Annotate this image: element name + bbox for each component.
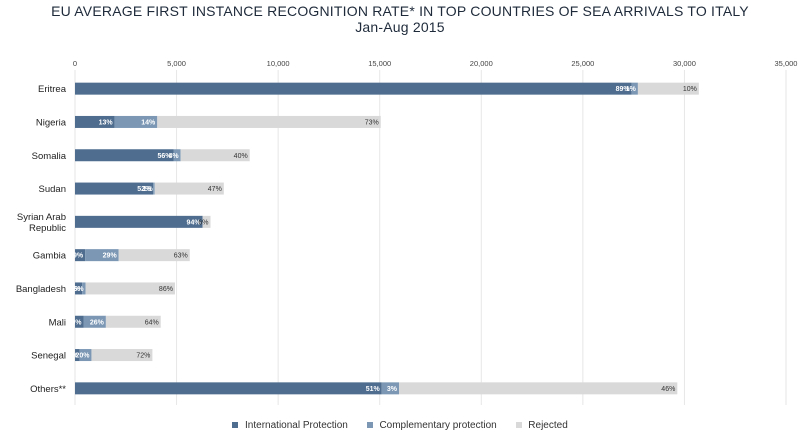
bar-segment: [118, 249, 190, 262]
bar-segment: [180, 149, 250, 162]
data-label: 52%: [137, 186, 152, 193]
bar-segment: [153, 182, 155, 195]
category-label: Sudan: [39, 184, 66, 195]
data-label: 1%: [626, 86, 637, 93]
x-tick-label: 25,000: [571, 59, 594, 68]
x-tick-label: 0: [73, 59, 77, 68]
bar-segment: [75, 182, 154, 195]
data-label: 86%: [159, 286, 173, 293]
category-label: Eritrea: [38, 84, 67, 95]
data-label: 94%: [187, 219, 202, 226]
data-label: 4%: [169, 153, 180, 160]
category-label: Syrian Arab Republic: [17, 212, 66, 234]
bar-segment: [85, 282, 175, 295]
x-tick-label: 30,000: [673, 59, 696, 68]
data-label: 6%: [198, 219, 208, 226]
category-label: Nigeria: [36, 117, 67, 128]
bar-segment: [75, 215, 203, 228]
bar-segment: [75, 249, 86, 262]
data-label: 1%: [143, 186, 154, 193]
bar-segment: [105, 315, 161, 328]
bar-segment: [75, 382, 382, 395]
legend-item-complementary: Complementary protection: [366, 420, 497, 431]
data-label: 73%: [365, 119, 379, 126]
bar-segment: [75, 149, 174, 162]
x-tick-label: 20,000: [470, 59, 493, 68]
bar-segment: [75, 282, 83, 295]
x-tick-label: 10,000: [267, 59, 290, 68]
legend-label-rejected: Rejected: [528, 420, 568, 431]
data-label: 26%: [90, 319, 105, 326]
legend-item-international: International Protection: [232, 420, 348, 431]
legend-label-complementary: Complementary protection: [379, 420, 497, 431]
data-label: 5%: [73, 286, 84, 293]
data-label: 51%: [366, 386, 381, 393]
bar-segment: [631, 82, 638, 95]
data-label: 3%: [387, 386, 398, 393]
data-label: 10%: [68, 319, 83, 326]
category-label: Somalia: [32, 151, 67, 162]
legend: International Protection Complementary p…: [0, 420, 800, 431]
data-label: 20%: [75, 353, 90, 360]
bar-segment: [79, 349, 92, 362]
bar-segment: [157, 115, 381, 128]
bar-segment: [91, 349, 153, 362]
data-label: 9%: [73, 253, 84, 260]
data-label: 56%: [158, 153, 173, 160]
data-label: 13%: [99, 119, 114, 126]
chart-subtitle: Jan-Aug 2015: [355, 19, 445, 35]
bar-segment: [75, 349, 80, 362]
data-label: 40%: [234, 153, 248, 160]
legend-swatch-rejected: [515, 422, 522, 429]
data-label: 14%: [141, 119, 156, 126]
legend-item-rejected: Rejected: [515, 420, 568, 431]
category-label: Senegal: [31, 351, 66, 362]
bar-segment: [637, 82, 699, 95]
legend-swatch-complementary: [366, 422, 373, 429]
bar-segment: [154, 182, 224, 195]
bar-segment: [85, 249, 119, 262]
category-label: Bangladesh: [16, 284, 66, 295]
data-label: 89%: [616, 86, 631, 93]
data-label: 47%: [208, 186, 222, 193]
bar-segment: [75, 82, 632, 95]
data-label: 46%: [661, 386, 675, 393]
legend-label-international: International Protection: [245, 420, 348, 431]
bar-segment: [75, 115, 115, 128]
data-label: 8%: [68, 353, 79, 360]
bar-segment: [83, 315, 106, 328]
data-label: 10%: [683, 86, 697, 93]
data-label: 29%: [103, 253, 118, 260]
x-tick-label: 15,000: [368, 59, 391, 68]
bar-segment: [75, 315, 84, 328]
bar-segment: [173, 149, 181, 162]
category-label: Others**: [30, 384, 66, 395]
x-tick-label: 35,000: [775, 59, 798, 68]
category-label: Mali: [49, 317, 66, 328]
data-label: 64%: [145, 319, 159, 326]
bar-segment: [82, 282, 86, 295]
bar-segment: [114, 115, 158, 128]
data-label: 63%: [174, 253, 188, 260]
bar-segment: [381, 382, 400, 395]
data-label: 72%: [136, 353, 150, 360]
chart-title: EU AVERAGE FIRST INSTANCE RECOGNITION RA…: [51, 3, 749, 19]
bar-segment: [202, 215, 211, 228]
category-label: Gambia: [33, 251, 67, 262]
x-tick-label: 5,000: [167, 59, 186, 68]
bar-segment: [399, 382, 678, 395]
legend-swatch-international: [232, 422, 239, 429]
data-label: 9%: [70, 286, 81, 293]
